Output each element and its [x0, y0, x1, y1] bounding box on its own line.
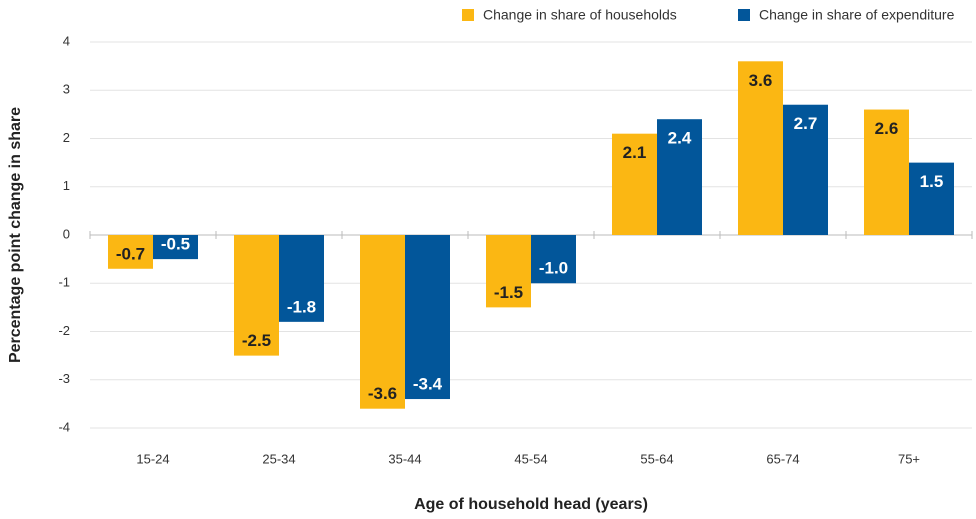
legend-swatch — [462, 9, 474, 21]
bar — [738, 61, 783, 235]
x-tick-label: 45-54 — [514, 451, 547, 466]
bar — [108, 235, 153, 269]
value-label: -1.0 — [539, 259, 568, 278]
legend-label: Change in share of households — [483, 7, 677, 23]
value-label: 1.5 — [920, 172, 944, 191]
bar — [279, 235, 324, 322]
bar — [864, 109, 909, 235]
bar — [234, 235, 279, 356]
bar — [486, 235, 531, 308]
value-label: 2.6 — [875, 119, 899, 138]
x-tick-label: 25-34 — [262, 451, 295, 466]
value-label: -0.7 — [116, 244, 145, 263]
y-axis-title: Percentage point change in share — [7, 107, 24, 363]
y-tick-label: 1 — [63, 178, 70, 193]
value-label: -3.4 — [413, 375, 443, 394]
value-label: -3.6 — [368, 384, 397, 403]
bar — [612, 133, 657, 235]
value-label: 2.1 — [623, 143, 647, 162]
y-tick-label: -2 — [58, 323, 70, 338]
y-tick-label: 4 — [63, 33, 70, 48]
value-label: -2.5 — [242, 331, 271, 350]
x-tick-label: 35-44 — [388, 451, 421, 466]
value-label: 2.4 — [668, 129, 692, 148]
x-tick-label: 15-24 — [136, 451, 169, 466]
y-tick-label: -4 — [58, 419, 70, 434]
bar — [783, 104, 828, 235]
y-tick-label: 2 — [63, 130, 70, 145]
value-label: -1.5 — [494, 283, 523, 302]
y-tick-label: 0 — [63, 226, 70, 241]
y-tick-label: -3 — [58, 371, 70, 386]
x-tick-label: 55-64 — [640, 451, 673, 466]
x-tick-label: 65-74 — [766, 451, 799, 466]
bar — [657, 119, 702, 235]
value-label: -0.5 — [161, 235, 190, 254]
bar — [360, 235, 405, 409]
y-tick-label: -1 — [58, 275, 70, 290]
legend-swatch — [738, 9, 750, 21]
x-axis-title: Age of household head (years) — [414, 496, 648, 513]
legend-label: Change in share of expenditure — [759, 7, 955, 23]
bar — [909, 162, 954, 235]
bar — [531, 235, 576, 284]
bar — [153, 235, 198, 260]
value-label: -1.8 — [287, 297, 316, 316]
y-tick-label: 3 — [63, 82, 70, 97]
bar — [405, 235, 450, 400]
x-tick-label: 75+ — [898, 451, 920, 466]
value-label: 3.6 — [749, 71, 773, 90]
value-label: 2.7 — [794, 114, 818, 133]
